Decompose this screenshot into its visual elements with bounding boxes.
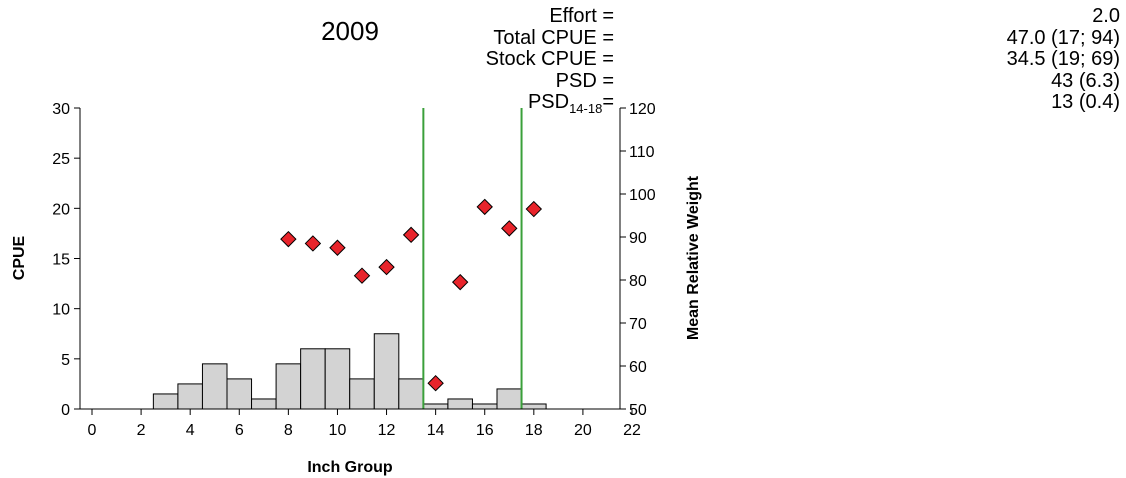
x-tick-label: 8 <box>284 422 293 439</box>
cpue-bar <box>226 378 253 410</box>
stats-label: PSD = <box>555 69 614 92</box>
stats-value: 13 (0.4) <box>1051 91 1120 113</box>
relative-weight-point <box>353 267 371 284</box>
y2-tick-label: 120 <box>629 101 656 118</box>
stats-value: 2.0 <box>1092 5 1120 27</box>
cpue-bar <box>251 398 277 410</box>
y2-tick-label: 80 <box>629 273 647 290</box>
cpue-bar <box>349 378 375 410</box>
y-tick-label: 5 <box>61 352 70 369</box>
x-tick-label: 22 <box>623 422 641 439</box>
cpue-bar <box>275 363 302 410</box>
cpue-bar <box>201 363 228 410</box>
y2-tick-label: 70 <box>629 316 647 333</box>
x-tick-label: 18 <box>525 422 543 439</box>
y-tick-label: 20 <box>52 201 70 218</box>
stats-value: 34.5 (19; 69) <box>1006 48 1120 70</box>
cpue-bar <box>324 348 351 410</box>
relative-weight-point <box>304 235 322 252</box>
axes: 0 5 10 15 20 25 30 50 60 70 80 90 100 110 120 0 2 4 6 8 10 12… <box>52 101 656 439</box>
relative-weight-point <box>501 220 518 237</box>
relative-weight-point <box>329 239 346 256</box>
cpue-bar <box>471 403 498 410</box>
y2-tick-label: 50 <box>629 402 647 419</box>
relative-weight-points <box>280 198 543 392</box>
x-tick-label: 0 <box>88 422 97 439</box>
x-tick-label: 14 <box>427 422 445 439</box>
y-tick-label: 10 <box>52 302 70 319</box>
cpue-bar <box>422 403 449 410</box>
stats-label: Effort = <box>549 5 614 27</box>
cpue-bar <box>177 383 203 410</box>
relative-weight-point <box>451 273 469 291</box>
x-tick-label: 2 <box>137 422 146 439</box>
y2-tick-label: 60 <box>629 359 647 376</box>
x-tick-label: 10 <box>329 422 347 439</box>
cpue-bar <box>447 398 473 410</box>
x-tick-label: 4 <box>186 422 195 439</box>
stats-label: PSD14-18= <box>527 91 614 120</box>
y-tick-label: 15 <box>52 252 70 269</box>
cpue-bar <box>521 403 547 410</box>
y2-axis-label: Mean Relative Weight <box>685 175 702 340</box>
cpue-bar <box>398 378 424 410</box>
stats-value: 47.0 (17; 94) <box>1006 26 1120 49</box>
cpue-bar <box>152 393 179 410</box>
stats-value: 43 (6.3) <box>1051 69 1120 92</box>
y2-tick-label: 90 <box>629 230 647 247</box>
relative-weight-point <box>280 230 297 248</box>
y-tick-label: 0 <box>61 402 70 419</box>
relative-weight-point <box>476 198 493 216</box>
cpue-bar <box>373 333 400 410</box>
x-tick-label: 20 <box>574 422 592 439</box>
cpue-bar <box>496 388 523 410</box>
cpue-chart: 2009 0 5 10 15 20 25 30 50 60 70 80 90 100 110 120 0 2 4 6… <box>11 16 702 476</box>
stats-label-main: PSD <box>527 91 570 113</box>
x-tick-label: 12 <box>378 422 396 439</box>
stats-label: Total CPUE = <box>493 26 614 49</box>
y-tick-label: 25 <box>52 151 70 168</box>
stats-label-tail: = <box>602 91 614 113</box>
relative-weight-point <box>402 226 420 244</box>
relative-weight-point <box>525 200 543 218</box>
cpue-bars <box>152 333 547 410</box>
x-tick-label: 6 <box>235 422 244 439</box>
cpue-bar <box>300 348 326 410</box>
relative-weight-point <box>378 258 395 276</box>
x-tick-label: 16 <box>476 422 494 439</box>
x-axis-label: Inch Group <box>307 459 393 476</box>
y2-tick-label: 100 <box>629 187 656 204</box>
chart-title: 2009 <box>321 16 379 46</box>
y-tick-label: 30 <box>52 101 70 118</box>
stats-label: Stock CPUE = <box>485 48 614 70</box>
reference-lines <box>422 108 523 409</box>
y2-tick-label: 110 <box>629 144 655 161</box>
relative-weight-point <box>427 374 444 392</box>
y-axis-label: CPUE <box>11 235 28 280</box>
stats-label-sub: 14-18 <box>569 101 603 116</box>
